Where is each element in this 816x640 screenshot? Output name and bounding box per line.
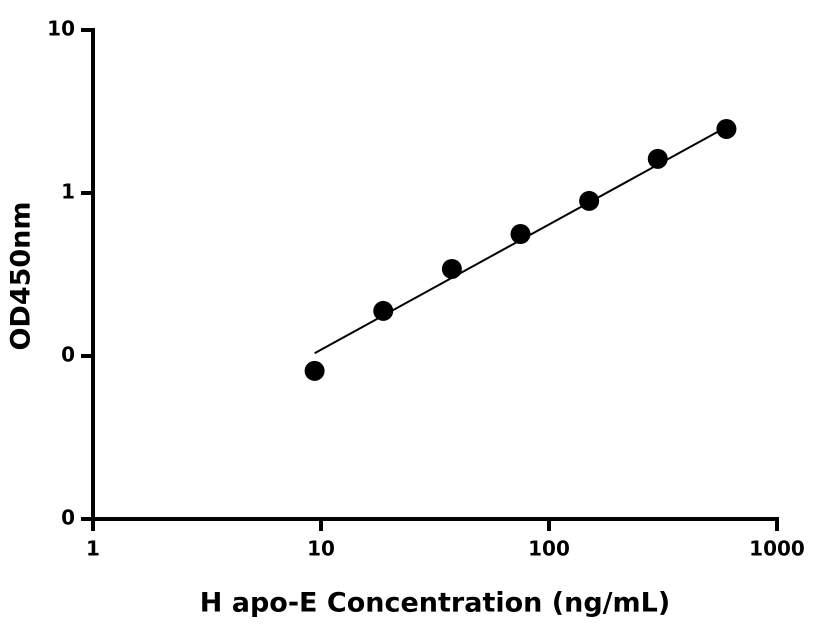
- data-point: [441, 258, 462, 279]
- x-tick-label: 1: [86, 537, 100, 561]
- data-point: [579, 190, 600, 211]
- y-axis-title: OD450nm: [6, 201, 37, 350]
- data-point: [510, 224, 531, 245]
- x-tick-label: 100: [528, 537, 570, 561]
- data-point: [716, 118, 737, 139]
- y-tick-label: 0: [61, 343, 75, 367]
- data-point: [373, 300, 394, 321]
- x-tick-label: 10: [307, 537, 335, 561]
- y-tick-label: 1: [61, 180, 75, 204]
- data-point: [647, 148, 668, 169]
- x-tick-label: 1000: [749, 537, 805, 561]
- x-axis-title: H apo-E Concentration (ng/mL): [200, 588, 670, 619]
- y-tick-label: 10: [47, 17, 75, 41]
- y-tick-label: 0: [61, 506, 75, 530]
- data-point: [304, 360, 325, 381]
